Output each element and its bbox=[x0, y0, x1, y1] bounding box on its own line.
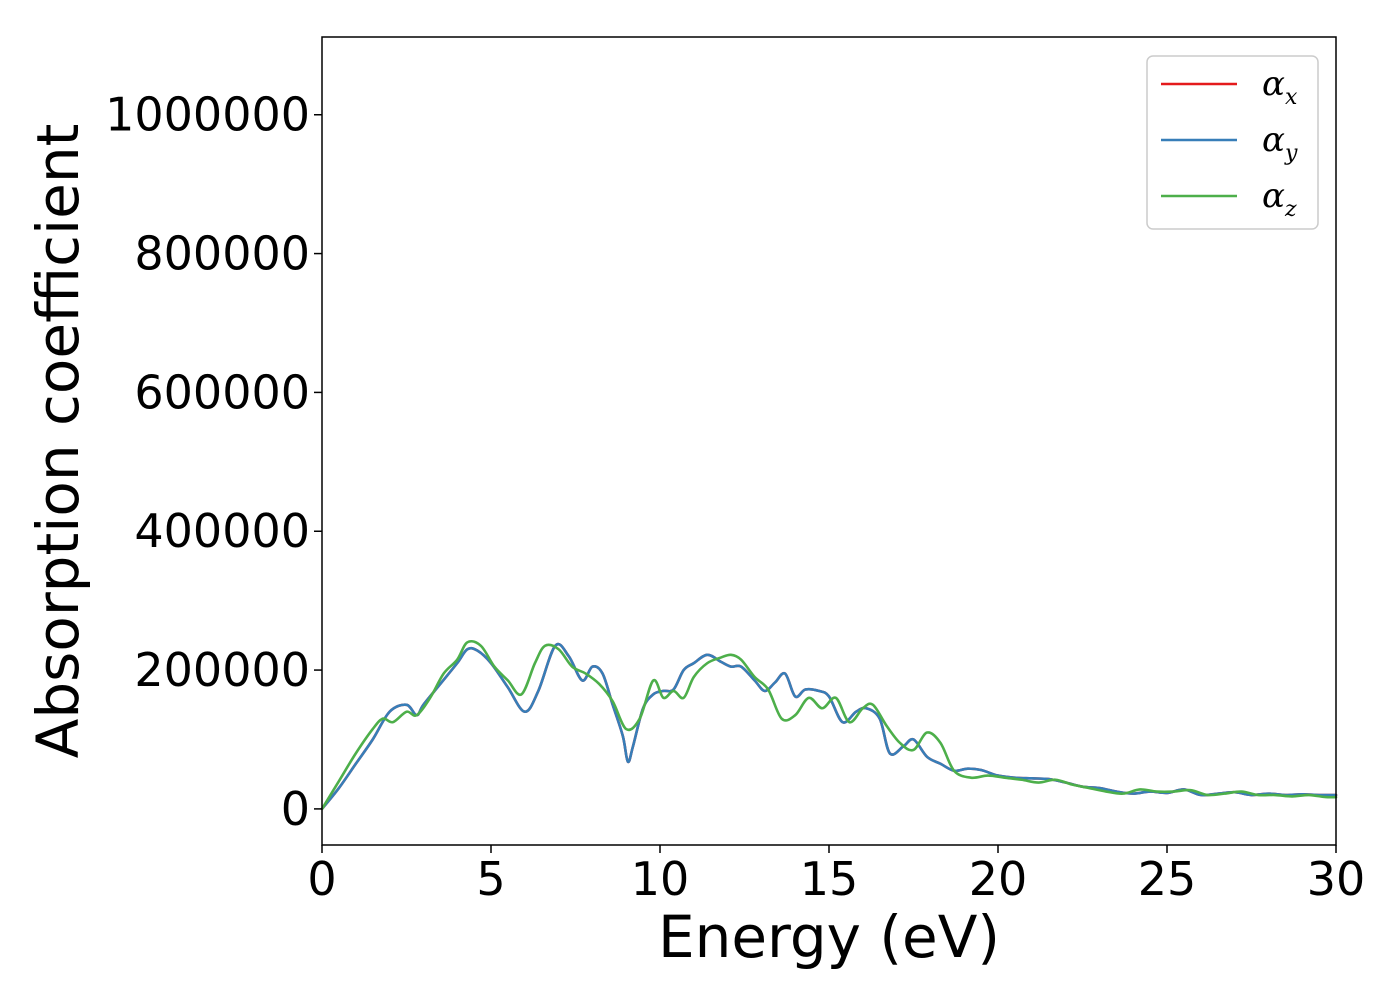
y-axis-label: Absorption coefficient bbox=[24, 124, 92, 759]
x-tick-label: 0 bbox=[307, 852, 336, 906]
series-line-z bbox=[320, 640, 1338, 811]
legend-label-x: αx bbox=[1262, 64, 1298, 110]
ticks-layer: 0 5 10 15 20 25 30 0 200000 400000 600000 800000 100… bbox=[105, 88, 1365, 906]
series-layer bbox=[320, 640, 1338, 811]
x-tick-label: 10 bbox=[631, 852, 690, 906]
y-tick-label: 200000 bbox=[134, 643, 310, 697]
x-tick-label: 5 bbox=[476, 852, 505, 906]
x-tick-label: 15 bbox=[800, 852, 859, 906]
y-tick-label: 800000 bbox=[134, 227, 310, 281]
x-tick-label: 25 bbox=[1138, 852, 1197, 906]
x-axis-label: Energy (eV) bbox=[658, 903, 1000, 971]
legend: αx αy αz bbox=[1146, 55, 1319, 230]
legend-label-y: αy bbox=[1262, 120, 1298, 166]
y-tick-label: 0 bbox=[281, 782, 310, 836]
x-tick-label: 30 bbox=[1307, 852, 1366, 906]
y-tick-label: 1000000 bbox=[105, 88, 310, 142]
y-tick-label: 600000 bbox=[134, 365, 310, 419]
legend-label-z: αz bbox=[1262, 176, 1297, 222]
legend-box bbox=[1146, 55, 1319, 230]
y-tick-label: 400000 bbox=[134, 504, 310, 558]
x-tick-label: 20 bbox=[969, 852, 1028, 906]
